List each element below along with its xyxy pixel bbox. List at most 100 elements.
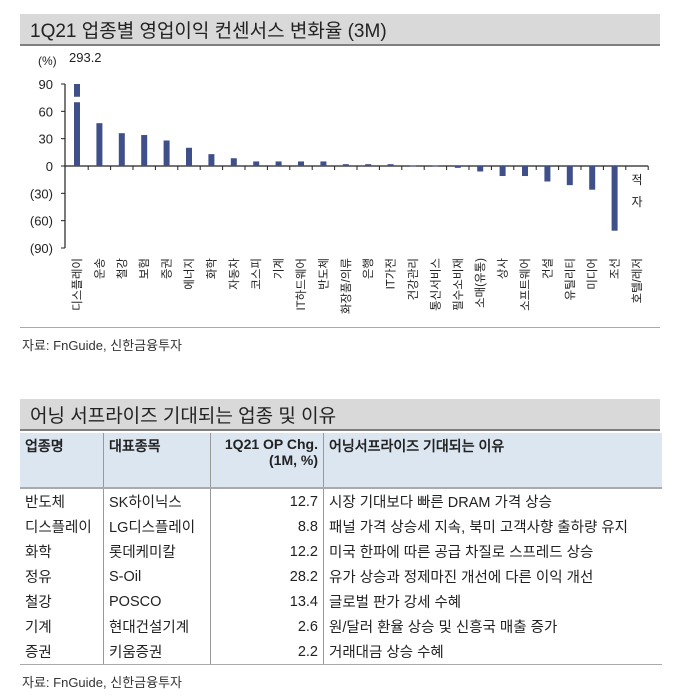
y-tick-label: 90 bbox=[39, 77, 53, 92]
y-axis-unit: (%) bbox=[38, 54, 57, 68]
x-tick-label: 호텔/레저 bbox=[631, 258, 644, 304]
x-tick-label: 기계 bbox=[273, 258, 286, 279]
cell-op-chg: 28.2 bbox=[210, 564, 324, 589]
x-tick-label: 반도체 bbox=[317, 258, 330, 290]
x-tick-label: 건강관리 bbox=[407, 258, 420, 300]
y-tick-label: (90) bbox=[30, 241, 53, 256]
table-source: 자료: FnGuide, 신한금융투자 bbox=[22, 675, 182, 690]
bar bbox=[141, 135, 148, 166]
bar bbox=[298, 161, 304, 166]
bar bbox=[253, 161, 260, 166]
cell-sector: 화학 bbox=[25, 545, 52, 561]
x-tick-label: 증권 bbox=[161, 258, 174, 279]
cell-op-chg: 8.8 bbox=[210, 514, 324, 539]
header-op-chg-line2: (1M, %) bbox=[269, 452, 318, 468]
cell-reason: 원/달러 환율 상승 및 신흥국 매출 증가 bbox=[323, 614, 662, 639]
header-sector: 업종명 bbox=[20, 433, 104, 489]
x-tick-label: 자동차 bbox=[228, 258, 241, 290]
x-tick-label: 소프트웨어 bbox=[519, 258, 532, 311]
cell-stock: LG디스플레이 bbox=[103, 514, 211, 539]
x-tick-label: 코스피 bbox=[250, 258, 263, 290]
cell-reason: 글로벌 판가 강세 수혜 bbox=[323, 589, 662, 614]
x-tick-label: 화학 bbox=[205, 258, 218, 280]
bar bbox=[410, 165, 416, 167]
bar bbox=[611, 166, 618, 231]
cell-sector: 기계 bbox=[25, 620, 52, 636]
bar bbox=[589, 166, 596, 190]
x-tick-label: 필수소비재 bbox=[452, 258, 465, 311]
cell-op-chg: 13.4 bbox=[210, 589, 324, 614]
x-tick-label: IT가전 bbox=[385, 258, 398, 289]
x-tick-label: 조선 bbox=[609, 258, 622, 279]
bar-chart: (%) 90 60 30 0 (30) (60) (90) 디스플레이 운송 철강 보험 증권 에너지 화학… bbox=[30, 50, 649, 314]
header-op-chg: 1Q21 OP Chg. (1M, %) bbox=[210, 433, 324, 489]
x-tick-label: 보험 bbox=[138, 258, 151, 279]
cell-sector: 디스플레이 bbox=[25, 520, 92, 536]
cell-op-chg: 2.6 bbox=[210, 614, 324, 639]
cell-reason: 시장 기대보다 빠른 DRAM 가격 상승 bbox=[323, 488, 662, 514]
table-row: 철강 POSCO 13.4 글로벌 판가 강세 수혜 bbox=[20, 589, 662, 614]
cell-sector: 증권 bbox=[20, 639, 104, 665]
x-tick-label: 에너지 bbox=[183, 258, 196, 290]
table-row: 반도체 SK하이닉스 12.7 시장 기대보다 빠른 DRAM 가격 상승 bbox=[20, 488, 662, 514]
y-tick-label: 60 bbox=[39, 104, 53, 119]
cell-stock: 현대건설기계 bbox=[103, 614, 211, 639]
cell-op-chg: 2.2 bbox=[210, 639, 324, 665]
x-tick-label: 디스플레이 bbox=[71, 258, 84, 311]
table-row: 증권 키움증권 2.2 거래대금 상승 수혜 bbox=[20, 639, 662, 665]
x-tick-label: 건설 bbox=[541, 258, 554, 279]
earnings-surprise-table: 업종명 대표종목 1Q21 OP Chg. (1M, %) 어닝서프라이즈 기대되… bbox=[20, 433, 662, 665]
y-tick-label: 30 bbox=[39, 132, 53, 147]
table-row: 정유 S-Oil 28.2 유가 상승과 정제마진 개선에 다른 이익 개선 bbox=[20, 564, 662, 589]
x-tick-label: 통신서비스 bbox=[429, 258, 442, 311]
cell-stock: 롯데케미칼 bbox=[103, 539, 211, 564]
bar bbox=[522, 166, 528, 177]
cell-reason: 거래대금 상승 수혜 bbox=[323, 639, 662, 665]
cell-stock: 키움증권 bbox=[103, 639, 211, 665]
y-tick-label: (60) bbox=[30, 214, 53, 229]
y-tick-label: 0 bbox=[46, 159, 53, 174]
header-op-chg-line1: 1Q21 OP Chg. bbox=[224, 436, 318, 452]
table-row: 화학 롯데케미칼 12.2 미국 한파에 따른 공급 차질로 스프레드 상승 bbox=[20, 539, 662, 564]
cell-op-chg: 12.2 bbox=[210, 539, 324, 564]
x-tick-label: 소매(유통) bbox=[474, 258, 487, 308]
x-tick-label: 철강 bbox=[116, 258, 129, 280]
cell-sector: 정유 bbox=[25, 570, 52, 586]
cell-stock: SK하이닉스 bbox=[103, 488, 211, 514]
bar bbox=[320, 161, 327, 166]
chart-title: 1Q21 업종별 영업이익 컨센서스 변화율 (3M) bbox=[20, 14, 660, 46]
x-tick-label: 상사 bbox=[497, 258, 510, 280]
bar bbox=[342, 164, 349, 166]
bar bbox=[387, 164, 394, 166]
bar bbox=[118, 133, 125, 166]
cell-stock: POSCO bbox=[103, 589, 211, 614]
bar bbox=[454, 166, 461, 168]
header-reason: 어닝서프라이즈 기대되는 이유 bbox=[323, 433, 662, 489]
bar bbox=[208, 154, 215, 166]
x-tick-label: 은행 bbox=[362, 258, 375, 279]
y-tick-label: (30) bbox=[30, 186, 53, 201]
divider bbox=[20, 327, 660, 328]
bar bbox=[275, 161, 282, 166]
bar bbox=[499, 166, 506, 177]
bar bbox=[544, 166, 551, 182]
table-row: 기계 현대건설기계 2.6 원/달러 환율 상승 및 신흥국 매출 증가 bbox=[20, 614, 662, 639]
x-tick-label: IT하드웨어 bbox=[294, 258, 308, 311]
bar bbox=[230, 158, 237, 166]
table-title: 어닝 서프라이즈 기대되는 업종 및 이유 bbox=[20, 399, 660, 431]
bar bbox=[365, 164, 372, 166]
bar bbox=[163, 140, 170, 166]
bar bbox=[186, 147, 192, 166]
header-stock: 대표종목 bbox=[103, 433, 211, 489]
table-header-row: 업종명 대표종목 1Q21 OP Chg. (1M, %) 어닝서프라이즈 기대되… bbox=[20, 433, 662, 489]
cell-stock: S-Oil bbox=[103, 564, 211, 589]
cell-reason: 미국 한파에 따른 공급 차질로 스프레드 상승 bbox=[323, 539, 662, 564]
cell-op-chg: 12.7 bbox=[210, 488, 324, 514]
bar bbox=[566, 166, 573, 186]
x-tick-label: 운송 bbox=[93, 258, 106, 279]
x-tick-label: 미디어 bbox=[586, 258, 599, 290]
cell-sector: 철강 bbox=[25, 595, 52, 611]
cell-sector: 반도체 bbox=[25, 495, 66, 511]
cell-reason: 패널 가격 상승세 지속, 북미 고객사향 출하량 유지 bbox=[323, 514, 662, 539]
